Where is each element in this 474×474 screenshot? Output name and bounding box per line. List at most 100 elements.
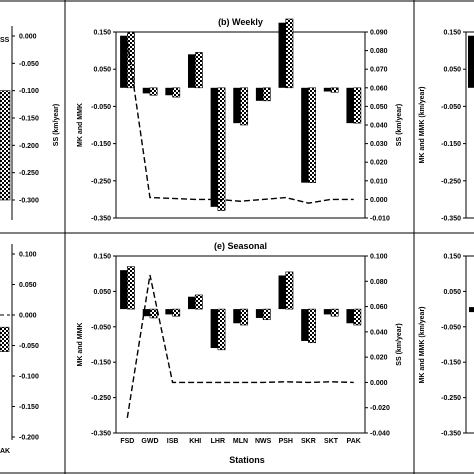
bar-mk [210,87,218,207]
bar-mmk [127,266,135,310]
bar-mmk [240,87,249,126]
y2-tick-label: 0.050 [19,282,37,289]
x-tick-label: GWD [141,438,158,445]
bar-mmk [308,87,316,183]
bar-mk [255,87,264,101]
bar-mmk [172,308,181,317]
x-tick-label: PAK [347,438,361,445]
y-tick-label: -0.150 [441,360,461,367]
bar-mmk [217,308,226,351]
y-tick-label: 0.150 [93,254,111,261]
ss-line [126,274,354,418]
x-tick-label: SKT [324,438,339,445]
bar-mmk [353,308,362,326]
bar-mmk [172,87,181,98]
bar-mk [165,87,173,96]
bar-mmk [353,87,362,124]
y-axis-label: MK and MMK [77,103,84,147]
bar-mmk [285,18,294,89]
y2-tick-label: -0.200 [19,435,39,442]
y2-tick-label: 0.080 [370,279,388,286]
y2-tick-label: -0.200 [19,143,39,150]
y-tick-label: -0.150 [441,141,461,148]
chart-seasonal: (e) Seasonal 0.150 0.050 -0.050 -0.150 -0.250… [77,241,403,445]
y-tick-label: -0.250 [91,178,111,185]
y-tick-label: 0.050 [93,67,111,74]
x-tick-label: MLN [233,438,248,445]
y2-tick-label: 0.000 [370,380,388,387]
y2-tick-label: -0.100 [19,88,39,95]
chart-title: (b) Weekly [218,17,263,27]
y-axis-label: MK and MMK (km/year) [419,86,426,163]
bar-mk [233,309,241,324]
y-tick-label: 0.150 [93,30,111,37]
bar-mk [187,54,196,88]
y-tick-label: 0.050 [443,67,461,74]
bar-mk [346,309,354,324]
y-tick-label: -0.250 [91,395,111,402]
bar-mk [187,296,196,310]
y-tick-label: -0.150 [91,360,111,367]
bar-mmk [149,87,158,96]
y2-tick-label: 0.080 [370,48,388,55]
bar-mmk [330,308,339,317]
bar-mk [278,275,286,310]
ss-line [126,41,354,204]
bar-mmk [330,87,339,93]
bar-mk [469,307,474,313]
y2-axis-label: SS (km/year) [53,104,60,146]
y-tick-label: -0.350 [441,431,461,438]
bar-mmk [194,294,203,310]
x-tick-label: PSH [279,438,293,445]
y2-tick-label: 0.020 [370,160,388,167]
chart-title: (e) Seasonal [214,241,267,251]
x-tick-label: ISB [167,438,179,445]
y2-tick-label: 0.010 [370,178,388,185]
bar-mmk [217,87,226,211]
y2-tick-label: 0.000 [19,34,37,41]
y2-tick-label: 0.070 [370,67,388,74]
x-tick-label: NWS [255,438,272,445]
bar-mk [210,309,218,349]
y2-axis-label: SS (km/year) [396,323,403,365]
y-axis-label: MK and MMK [77,323,84,367]
y2-tick-label: 0.090 [370,30,388,37]
y2-tick-label: 0.000 [370,197,388,204]
clipped-x-tick-label: AK [0,448,10,455]
bar-mk [301,87,309,183]
y2-tick-label: 0.100 [19,252,37,259]
bar-mmk [194,52,203,89]
bar-mk [120,270,128,310]
bar-mk [165,309,173,315]
y2-tick-label: -0.050 [19,343,39,350]
x-axis-label: Stations [229,455,265,465]
y2-tick-label: -0.150 [19,116,39,123]
y-axis-label: MK and MMK (km/year) [419,306,426,383]
y2-tick-label: 0.060 [370,304,388,311]
partial-chart-left-top: SS 0.000 -0.050 -0.100 -0.150 -0.200 -0.250 -0.… [0,26,60,220]
bar-mmk [0,90,11,201]
partial-chart-right-top: 0.150 0.050 -0.050 -0.150 -0.250 -0.350 MK and… [419,30,474,223]
y-tick-label: -0.250 [441,178,461,185]
y2-tick-label: 0.030 [370,141,388,148]
bar-mk [323,87,332,92]
y2-tick-label: -0.250 [19,170,39,177]
y2-tick-label: -0.150 [19,404,39,411]
y2-tick-label: -0.300 [19,198,39,205]
x-tick-label: LHR [211,438,225,445]
bar-mmk [127,31,135,89]
y-tick-label: -0.050 [91,324,111,331]
bar-mk [323,309,332,315]
y2-tick-label: 0.020 [370,355,388,362]
y-tick-label: -0.250 [441,395,461,402]
y2-tick-label: -0.050 [19,61,39,68]
y2-axis-label: SS (km/year) [396,104,403,146]
x-tick-label: KHI [189,438,201,445]
y-tick-label: -0.050 [91,104,111,111]
y-tick-label: -0.350 [91,216,111,223]
y2-tick-label: 0.050 [370,104,388,111]
y-tick-label: -0.050 [441,104,461,111]
y2-tick-label: 0.040 [370,123,388,130]
partial-chart-right-bottom: 0.150 0.050 -0.050 -0.150 -0.250 -0.350 MK and… [419,254,474,438]
